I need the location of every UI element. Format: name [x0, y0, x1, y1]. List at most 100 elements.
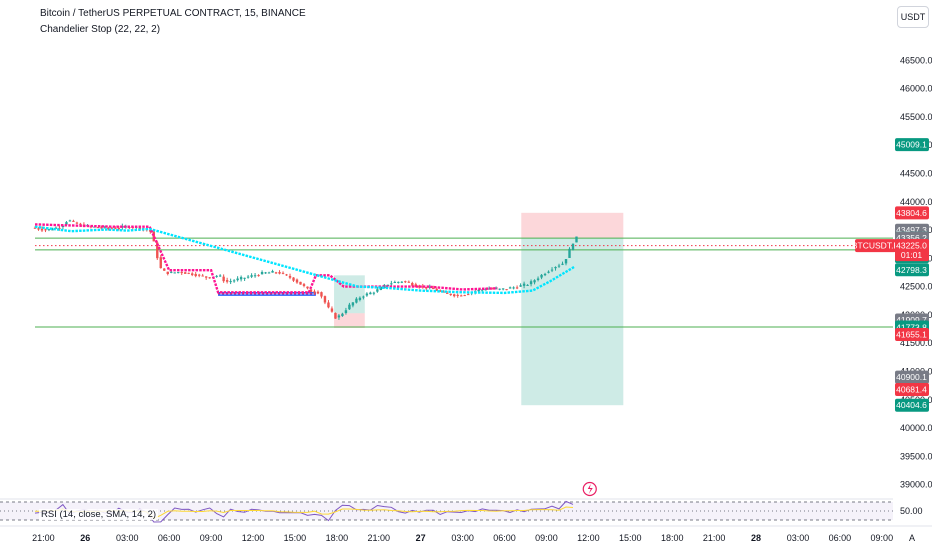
candle-body: [449, 293, 452, 296]
candle-body: [543, 273, 547, 276]
axis-auto-icon: A: [909, 533, 915, 543]
candle-body: [344, 310, 348, 314]
candle-body: [194, 273, 197, 277]
candle-body: [411, 283, 414, 286]
x-tick-label: 06:00: [829, 533, 852, 543]
candle-body: [540, 274, 543, 278]
price-tag-bg: [895, 370, 929, 384]
candle-body: [463, 295, 466, 297]
x-tick-label: 09:00: [200, 533, 223, 543]
y-tick-label: 44000.0: [900, 197, 932, 207]
candle-body: [491, 288, 494, 290]
x-tick-label: 21:00: [703, 533, 726, 543]
candle-body: [533, 280, 536, 283]
y-tick-label: 44500.0: [900, 168, 932, 178]
x-tick-label: 28: [751, 533, 761, 543]
candle-body: [177, 272, 180, 274]
candle-body: [292, 277, 295, 281]
candle-body: [358, 297, 362, 300]
candle-body: [571, 243, 575, 250]
candle-body: [487, 288, 491, 290]
candle-body: [309, 289, 313, 293]
candle-body: [68, 220, 72, 222]
rsi-legend[interactable]: RSI (14, close, SMA, 14, 2): [39, 509, 159, 520]
candle-body: [156, 242, 159, 259]
candle-body: [554, 266, 557, 269]
candle-body: [390, 283, 393, 285]
candle-body: [348, 304, 351, 310]
price-tag-label: 41773.8: [896, 323, 927, 333]
price-tag: 45009.1: [895, 138, 929, 152]
candle-body: [204, 276, 208, 278]
candle-body: [550, 269, 554, 271]
y-tick-label: 39000.0: [900, 480, 932, 490]
price-tag-bg: [895, 327, 929, 341]
candle-body: [547, 271, 550, 273]
candle-body: [323, 296, 327, 303]
candle-body: [561, 263, 564, 265]
x-tick-label: 15:00: [284, 533, 307, 543]
candle-body: [236, 278, 239, 281]
candle-body: [341, 313, 344, 317]
candle-body: [302, 284, 306, 286]
candle-body: [306, 286, 309, 289]
candle-body: [372, 292, 376, 294]
candle-body: [58, 227, 61, 229]
currency-button[interactable]: USDT: [897, 6, 929, 28]
candle-body: [75, 222, 79, 224]
candle-body: [281, 272, 285, 274]
candle-body: [152, 231, 155, 242]
y-tick-label: 42500.0: [900, 282, 932, 292]
candle-body: [264, 272, 267, 274]
candle-body: [271, 271, 274, 273]
candle-body: [369, 292, 372, 295]
indicator-legend[interactable]: Chandelier Stop (22, 22, 2): [40, 24, 161, 35]
countdown-label: 01:01: [901, 250, 923, 260]
candle-body: [257, 275, 260, 277]
candle-body: [191, 273, 194, 276]
candle-body: [439, 290, 442, 292]
candle-body: [260, 272, 264, 275]
candle-body: [386, 284, 390, 287]
price-tag-bg: [895, 383, 929, 397]
candle-body: [218, 275, 222, 277]
candle-body: [117, 227, 121, 229]
candle-body: [278, 272, 281, 274]
x-tick-label: 12:00: [242, 533, 265, 543]
candle-body: [173, 272, 176, 274]
candle-body: [365, 293, 369, 296]
position-profit-zone: [521, 237, 624, 406]
y-tick-label: 40000.0: [900, 423, 932, 433]
y-tick-label: 39500.0: [900, 451, 932, 461]
x-tick-label: 03:00: [787, 533, 810, 543]
rsi-tick-label: 50.00: [900, 506, 923, 516]
candle-body: [501, 288, 505, 290]
candle-body: [376, 289, 379, 292]
price-tag-label: 41909.7: [896, 315, 927, 325]
candle-body: [267, 272, 271, 274]
candle-body: [166, 271, 169, 275]
candle-body: [393, 282, 397, 284]
current-price-bg: [895, 239, 929, 262]
candle-body: [79, 223, 82, 225]
price-tag-bg: [895, 263, 929, 277]
price-tag-label: 45009.1: [896, 140, 927, 150]
candle-body: [575, 236, 578, 243]
position-loss-zone: [334, 313, 365, 328]
x-tick-label: 06:00: [493, 533, 516, 543]
candle-body: [246, 276, 250, 278]
candle-body: [327, 302, 330, 308]
symbol-tag-label: BTCUSDT.P: [852, 241, 900, 251]
candle-body: [400, 281, 404, 283]
candle-body: [313, 291, 316, 293]
symbol-title[interactable]: Bitcoin / TetherUS PERPETUAL CONTRACT, 1…: [40, 8, 306, 19]
candle-body: [208, 277, 211, 279]
candle-body: [337, 315, 341, 318]
candle-body: [239, 277, 243, 280]
x-tick-label: 09:00: [871, 533, 894, 543]
lightning-icon: [582, 481, 597, 497]
candle-body: [564, 259, 568, 264]
price-tag-label: 43356.2: [896, 233, 927, 243]
